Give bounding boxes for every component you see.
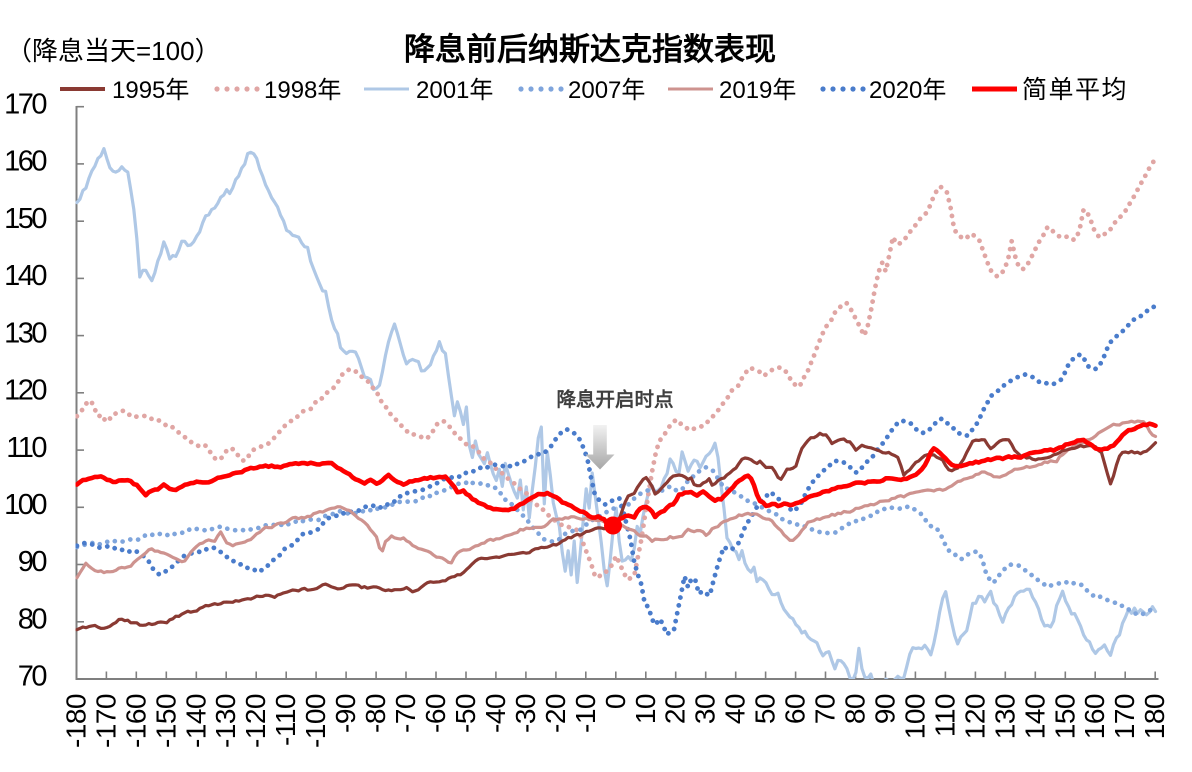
svg-text:160: 160 [1079,694,1110,739]
svg-text:-130: -130 [210,694,241,748]
svg-text:简单平均: 简单平均 [1022,76,1128,104]
svg-text:-40: -40 [480,694,511,733]
svg-text:-150: -150 [150,694,181,748]
svg-text:-100: -100 [300,694,331,748]
svg-text:降息前后纳斯达克指数表现: 降息前后纳斯达克指数表现 [404,32,776,67]
svg-text:2020年: 2020年 [869,77,946,104]
svg-text:90: 90 [18,546,47,578]
svg-text:2007年: 2007年 [568,77,645,104]
svg-text:2019年: 2019年 [719,77,796,104]
svg-text:40: 40 [720,694,751,724]
svg-text:160: 160 [4,146,46,178]
svg-text:60: 60 [780,694,811,724]
svg-text:80: 80 [840,694,871,724]
svg-text:70: 70 [810,694,841,724]
svg-text:130: 130 [4,317,46,349]
svg-text:降息开启时点: 降息开启时点 [556,388,674,411]
svg-text:150: 150 [4,203,46,235]
svg-text:2001年: 2001年 [416,77,493,104]
svg-text:-60: -60 [420,694,451,733]
svg-text:170: 170 [4,88,46,120]
svg-text:10: 10 [630,694,661,724]
svg-text:20: 20 [660,694,691,724]
svg-text:140: 140 [1019,694,1050,739]
svg-text:180: 180 [1139,694,1170,739]
svg-text:100: 100 [899,694,930,739]
svg-text:90: 90 [870,694,901,724]
svg-text:-180: -180 [60,694,91,748]
svg-text:-110: -110 [270,694,301,746]
svg-text:-170: -170 [90,694,121,748]
svg-text:30: 30 [690,694,721,724]
svg-text:-90: -90 [330,694,361,733]
svg-text:-30: -30 [510,694,541,733]
svg-text:-20: -20 [540,694,571,733]
svg-text:120: 120 [4,374,46,406]
svg-text:-140: -140 [180,694,211,748]
svg-text:-80: -80 [360,694,391,733]
svg-text:-50: -50 [450,694,481,733]
svg-text:100: 100 [4,489,46,521]
svg-text:-70: -70 [390,694,421,733]
svg-text:50: 50 [750,694,781,724]
svg-text:150: 150 [1049,694,1080,739]
svg-text:140: 140 [4,260,46,292]
svg-text:120: 120 [959,694,990,739]
svg-text:0: 0 [600,694,631,709]
svg-text:80: 80 [18,603,47,635]
svg-text:130: 130 [989,694,1020,739]
svg-text:（降息当天=100）: （降息当天=100） [6,36,221,66]
svg-text:110: 110 [929,694,960,737]
svg-text:1995年: 1995年 [112,77,189,104]
svg-text:-10: -10 [570,694,601,733]
svg-text:-120: -120 [240,694,271,748]
svg-text:70: 70 [18,661,47,693]
svg-text:-160: -160 [120,694,151,748]
svg-text:170: 170 [1109,694,1140,739]
svg-text:1998年: 1998年 [264,77,341,104]
svg-text:110: 110 [6,432,46,464]
